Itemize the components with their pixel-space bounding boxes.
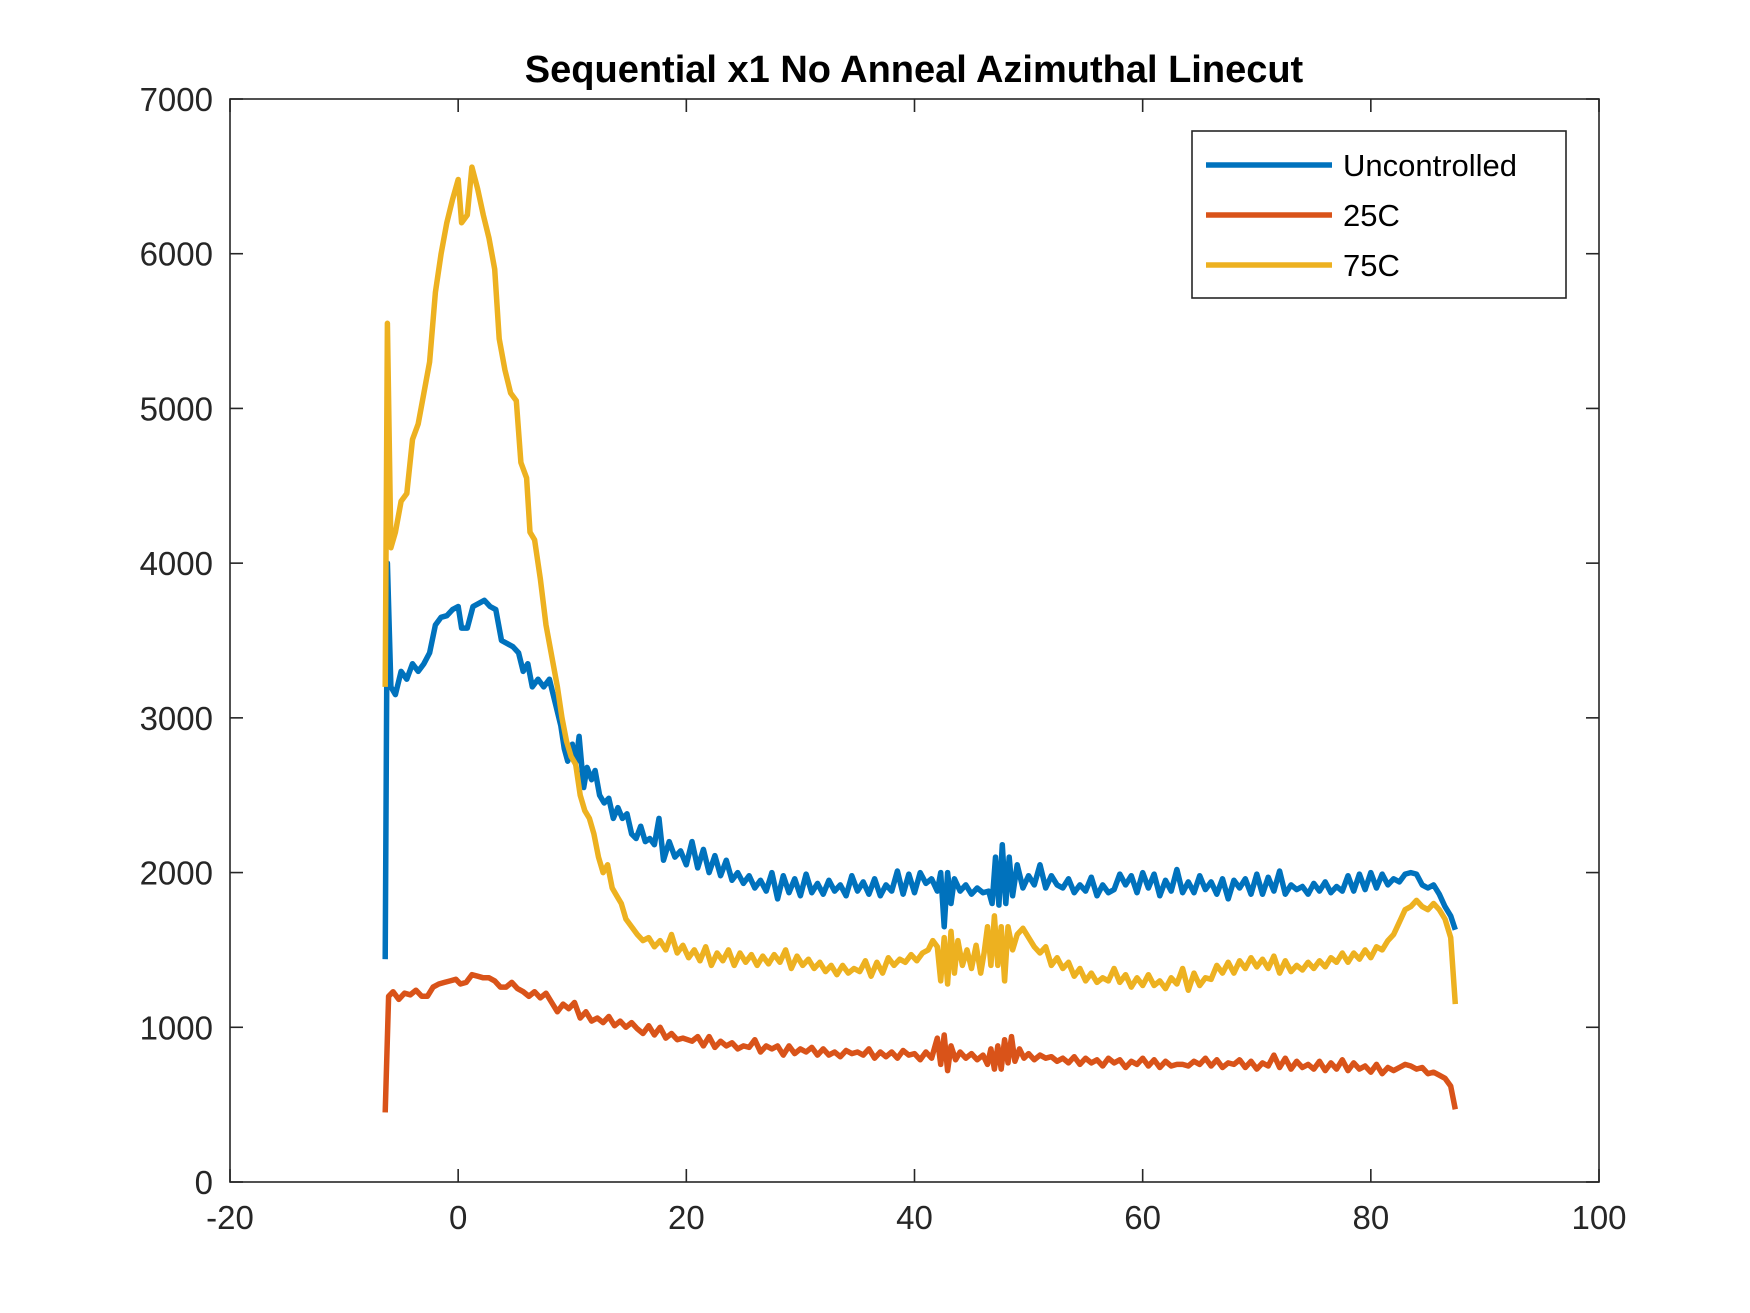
axis-ticks: -20 0 20 40 60 80 1000100020003000400050006000…	[140, 81, 1627, 1236]
legend-box	[1191, 130, 1567, 299]
y-tick-label: 4000	[140, 545, 213, 582]
y-tick-label: 1000	[140, 1009, 213, 1046]
x-tick-label: 60	[1124, 1199, 1161, 1236]
series-layer	[382, 164, 1459, 1113]
y-tick-label: 0	[195, 1164, 213, 1201]
x-tick-label: 40	[896, 1199, 933, 1236]
x-tick-label: 20	[668, 1199, 705, 1236]
x-tick-label: 100	[1571, 1199, 1626, 1236]
legend-entry: 25C	[1343, 198, 1400, 233]
legend: Uncontrolled 25C 75C	[1191, 130, 1567, 299]
legend-entry: Uncontrolled	[1343, 148, 1517, 183]
series-line-75c	[382, 164, 1459, 1005]
y-tick-label: 2000	[140, 855, 213, 892]
x-tick-label: 0	[449, 1199, 467, 1236]
x-tick-label: 80	[1352, 1199, 1389, 1236]
chart-title: Sequential x1 No Anneal Azimuthal Linecu…	[525, 49, 1304, 91]
y-tick-label: 7000	[140, 81, 213, 118]
y-tick-label: 5000	[140, 390, 213, 427]
series-line-25c	[382, 971, 1458, 1113]
plot-area-frame	[229, 98, 1600, 1183]
series-line-uncontrolled	[382, 560, 1458, 960]
y-tick-label: 6000	[140, 236, 213, 273]
y-tick-label: 3000	[140, 700, 213, 737]
x-tick-label: -20	[206, 1199, 254, 1236]
legend-entry: 75C	[1343, 248, 1400, 283]
